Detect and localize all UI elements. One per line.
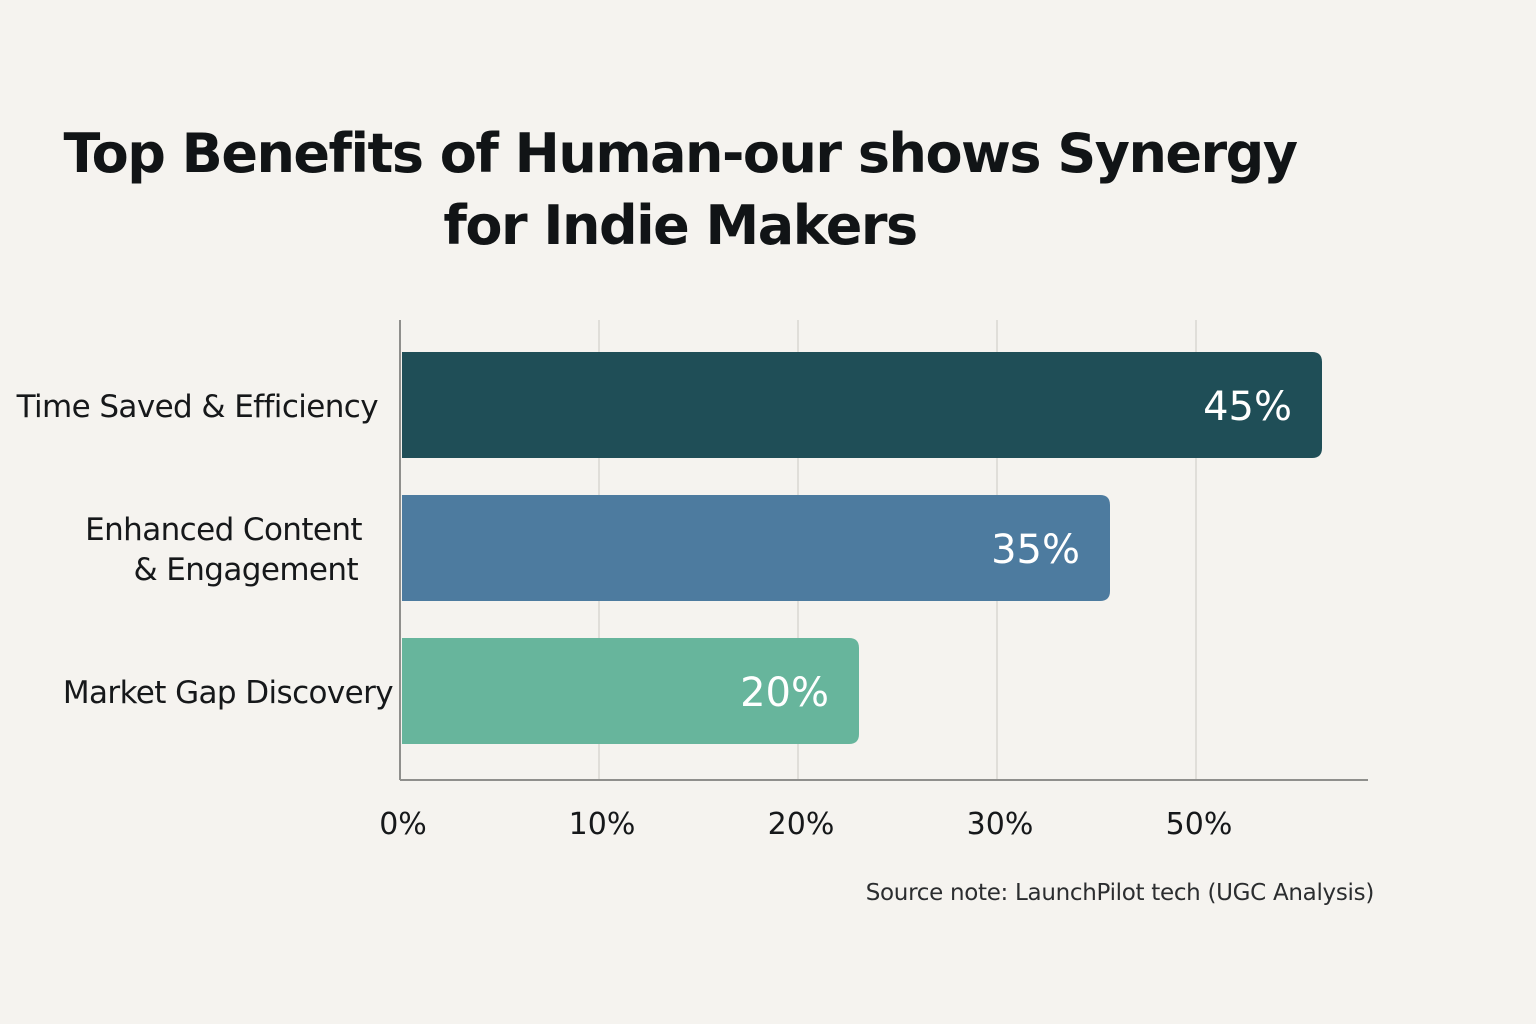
chart-title: Top Benefits of Human-our shows Synergy … [0, 118, 1360, 262]
category-label: Enhanced Content [85, 512, 362, 548]
x-tick-label: 30% [967, 807, 1034, 842]
bar-value-label: 45% [1203, 384, 1292, 430]
x-tick-label: 20% [768, 807, 835, 842]
source-note: Source note: LaunchPilot tech (UGC Analy… [865, 880, 1375, 906]
bar [402, 352, 1322, 458]
bar [402, 638, 859, 744]
x-tick-label: 10% [569, 807, 636, 842]
bar-value-label: 35% [991, 527, 1080, 573]
category-label: & Engagement [133, 552, 358, 588]
category-label: Time Saved & Efficiency [16, 389, 379, 425]
category-label: Market Gap Discovery [63, 675, 393, 711]
x-tick-label: 0% [379, 807, 427, 842]
x-tick-label: 50% [1166, 807, 1233, 842]
bar [402, 495, 1110, 601]
chart-title-line-2: for Indie Makers [443, 194, 918, 257]
chart-title-line-1: Top Benefits of Human-our shows Synergy [63, 122, 1298, 185]
bar-value-label: 20% [740, 670, 829, 716]
